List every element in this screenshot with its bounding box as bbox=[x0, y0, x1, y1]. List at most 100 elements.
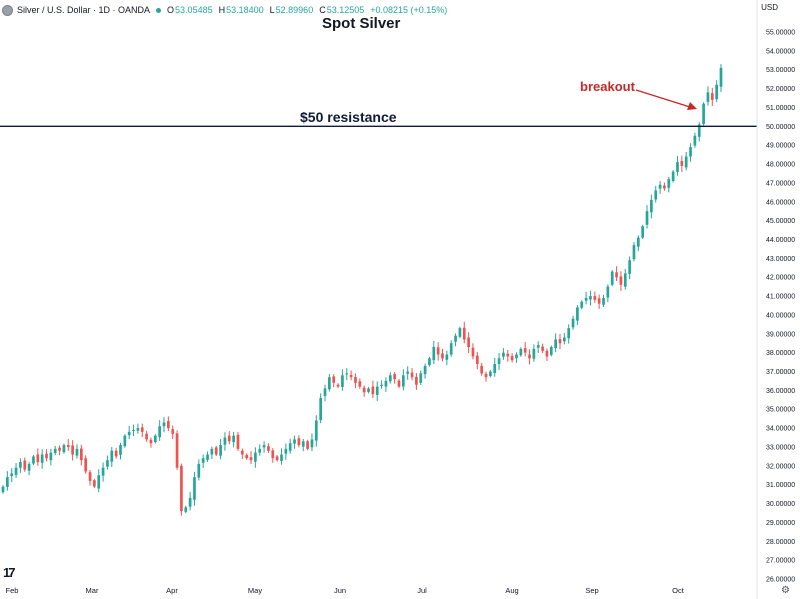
candle bbox=[93, 478, 96, 489]
gear-icon[interactable]: ⚙ bbox=[781, 585, 790, 596]
y-tick-label: 30.00000 bbox=[766, 501, 795, 508]
candle bbox=[66, 439, 70, 451]
candle bbox=[280, 448, 283, 465]
candle bbox=[580, 300, 584, 310]
candle bbox=[641, 224, 645, 240]
symbol-name[interactable]: Silver / U.S. Dollar · 1D · OANDA bbox=[17, 5, 151, 15]
candle bbox=[702, 102, 705, 126]
y-tick-label: 42.00000 bbox=[766, 275, 795, 282]
candle bbox=[684, 151, 688, 171]
candle bbox=[471, 343, 475, 360]
candle bbox=[328, 374, 331, 392]
candle bbox=[193, 471, 196, 506]
chart-title: Spot Silver bbox=[322, 15, 401, 32]
close-value: 53.12505 bbox=[326, 5, 365, 15]
candle bbox=[536, 341, 540, 354]
candle bbox=[214, 445, 218, 457]
candle bbox=[49, 448, 53, 466]
candle bbox=[84, 455, 88, 474]
tradingview-logo-icon[interactable]: 17 bbox=[3, 565, 16, 580]
candle bbox=[36, 448, 40, 466]
silver-symbol-icon bbox=[2, 4, 13, 16]
x-axis[interactable]: Feb Mar Apr May Jun Jul Aug Sep Oct bbox=[6, 586, 685, 595]
candle bbox=[127, 425, 131, 440]
breakout-label: breakout bbox=[580, 79, 635, 94]
candle bbox=[628, 256, 631, 280]
low-label: L bbox=[269, 5, 275, 15]
candle bbox=[576, 305, 579, 326]
candle bbox=[532, 344, 536, 362]
currency-label[interactable]: USD bbox=[761, 3, 778, 12]
candle bbox=[597, 294, 601, 309]
x-tick-label: Mar bbox=[86, 586, 99, 595]
y-tick-label: 43.00000 bbox=[766, 256, 795, 263]
candle bbox=[358, 378, 362, 389]
candle bbox=[645, 205, 649, 229]
candle bbox=[158, 420, 162, 441]
x-tick-label: Oct bbox=[672, 586, 685, 595]
candle bbox=[719, 64, 723, 92]
low-value: 52.89960 bbox=[275, 5, 314, 15]
candle bbox=[171, 425, 175, 440]
candle bbox=[275, 454, 279, 462]
x-tick-label: Feb bbox=[6, 586, 19, 595]
candle bbox=[632, 242, 636, 262]
candle bbox=[10, 468, 14, 483]
candle bbox=[79, 444, 83, 466]
candle bbox=[515, 352, 518, 363]
candle bbox=[354, 373, 357, 389]
candle bbox=[210, 446, 214, 460]
market-status-dot bbox=[156, 7, 162, 13]
candle bbox=[397, 379, 401, 389]
candle bbox=[314, 415, 318, 447]
candle bbox=[502, 348, 505, 360]
candle bbox=[602, 294, 605, 308]
candle bbox=[680, 155, 684, 172]
candle bbox=[88, 469, 92, 486]
candle bbox=[267, 443, 270, 454]
candle bbox=[258, 444, 262, 456]
candle bbox=[162, 417, 166, 433]
y-tick-label: 39.00000 bbox=[766, 331, 795, 338]
y-axis[interactable]: 26.00000 27.00000 28.00000 29.00000 30.00000… bbox=[756, 0, 795, 599]
candle bbox=[132, 424, 135, 437]
y-tick-label: 44.00000 bbox=[766, 237, 795, 244]
y-tick-label: 46.00000 bbox=[766, 199, 795, 206]
candle bbox=[284, 443, 288, 460]
candle bbox=[715, 80, 718, 103]
y-tick-label: 48.00000 bbox=[766, 162, 795, 169]
y-tick-label: 45.00000 bbox=[766, 218, 795, 225]
y-tick-label: 26.00000 bbox=[766, 577, 795, 584]
y-tick-label: 52.00000 bbox=[766, 86, 795, 93]
candle bbox=[167, 416, 170, 432]
candle bbox=[650, 194, 653, 219]
candle bbox=[658, 181, 662, 194]
candlestick-series bbox=[1, 64, 723, 516]
candle bbox=[380, 380, 383, 389]
candle bbox=[441, 348, 444, 362]
candle bbox=[201, 454, 205, 469]
x-tick-label: May bbox=[248, 586, 262, 595]
y-tick-label: 36.00000 bbox=[766, 388, 795, 395]
candle bbox=[223, 432, 227, 451]
candle bbox=[219, 439, 222, 460]
candle bbox=[288, 438, 292, 454]
candle bbox=[349, 370, 353, 381]
candle bbox=[119, 442, 122, 460]
close-label: C bbox=[319, 5, 326, 15]
candle bbox=[227, 431, 231, 445]
candle bbox=[301, 439, 305, 452]
y-tick-label: 51.00000 bbox=[766, 105, 795, 112]
y-tick-label: 40.00000 bbox=[766, 312, 795, 319]
candle bbox=[206, 451, 209, 463]
candle bbox=[110, 446, 114, 467]
y-tick-label: 49.00000 bbox=[766, 143, 795, 150]
candle bbox=[345, 368, 349, 381]
candle bbox=[375, 381, 379, 401]
candle bbox=[401, 369, 405, 391]
y-tick-label: 27.00000 bbox=[766, 558, 795, 565]
candle bbox=[71, 440, 74, 461]
y-tick-label: 55.00000 bbox=[766, 30, 795, 37]
candle bbox=[406, 366, 410, 380]
